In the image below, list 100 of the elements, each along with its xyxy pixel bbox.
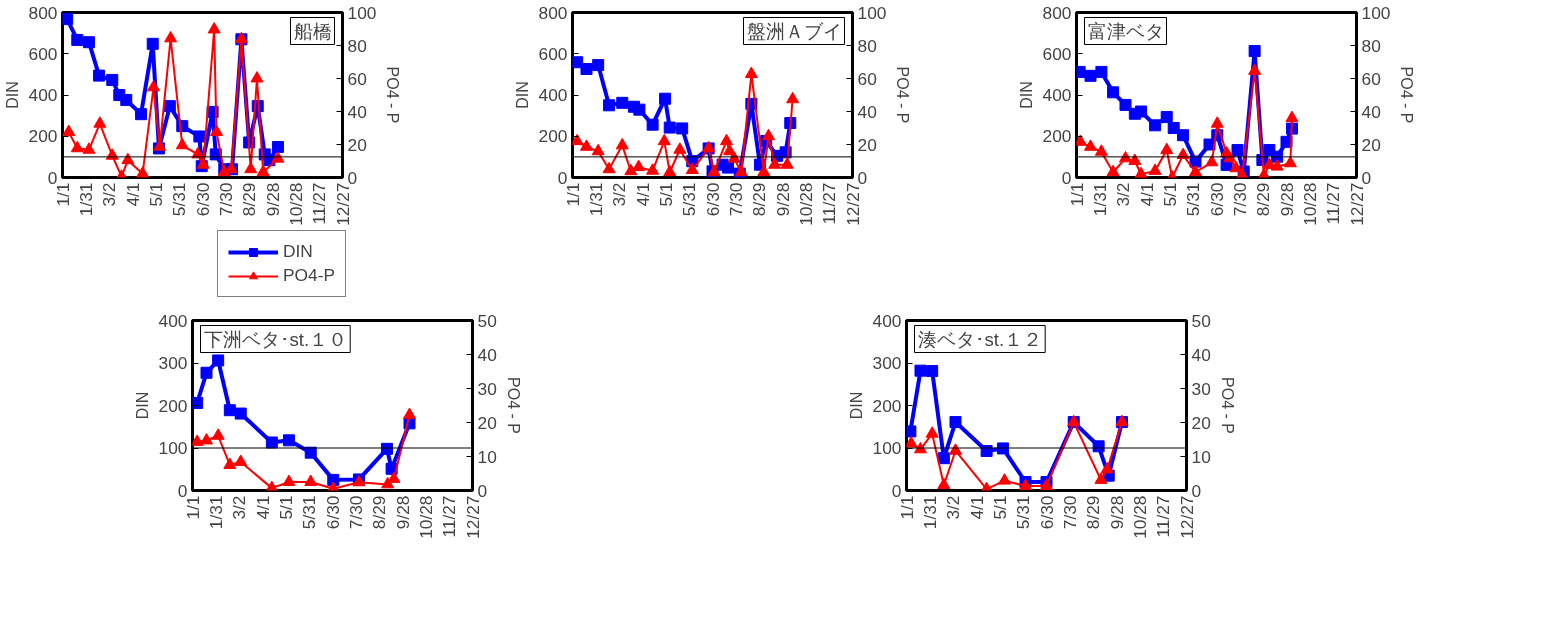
x-tick-label: 6/30 (1206, 182, 1227, 217)
y2-tick-label: 40 (477, 344, 497, 365)
y-tick-label: 300 (158, 353, 188, 373)
y-tick-label: 0 (557, 167, 568, 188)
y2-tick-label: 0 (857, 167, 868, 188)
legend-label: DIN (282, 241, 313, 262)
y-tick-label: 600 (538, 43, 568, 64)
x-tick-label: 3/2 (943, 495, 964, 520)
x-tick-label: 7/30 (215, 182, 236, 217)
y-tick-label: 200 (158, 395, 188, 416)
x-tick-label: 8/29 (1253, 182, 1274, 217)
y-tick-label: 800 (538, 2, 568, 23)
y-axis-title: DIN (513, 81, 531, 109)
x-tick-label: 5/1 (275, 495, 296, 520)
y-tick-label: 300 (872, 353, 902, 373)
y2-tick-label: 60 (857, 68, 877, 89)
y2-tick-label: 0 (477, 480, 488, 501)
x-tick-label: 10/28 (795, 182, 816, 226)
y-tick-label: 0 (177, 480, 188, 501)
x-tick-label: 9/28 (1106, 495, 1127, 530)
x-tick-label: 11/27 (1323, 182, 1344, 225)
y-axis-title: DIN (847, 391, 865, 420)
y-tick-label: 100 (872, 438, 902, 458)
chart-title: 下洲ベタ･st.１０ (203, 328, 348, 350)
x-tick-label: 9/28 (262, 182, 283, 217)
y2-tick-label: 20 (857, 134, 877, 155)
chart-title: 船橋 (293, 20, 332, 42)
x-tick-label: 10/28 (1299, 182, 1320, 226)
x-tick-label: 5/1 (655, 182, 676, 207)
y-tick-label: 0 (47, 167, 58, 188)
x-tick-label: 10/28 (285, 182, 306, 226)
chart-title: 富津ベタ (1087, 20, 1164, 42)
x-tick-label: 9/28 (1276, 182, 1297, 217)
y2-tick-label: 80 (857, 35, 877, 56)
y-tick-label: 600 (1042, 43, 1072, 64)
x-tick-label: 11/27 (819, 182, 840, 225)
y2-tick-label: 20 (1191, 412, 1211, 433)
y-tick-label: 400 (872, 310, 902, 331)
y2-tick-label: 40 (1191, 344, 1211, 365)
y-axis-title: DIN (133, 391, 151, 420)
y-tick-label: 800 (1042, 2, 1072, 23)
x-tick-label: 6/30 (1036, 495, 1057, 530)
x-tick-label: 11/27 (1153, 495, 1174, 538)
y-tick-label: 400 (158, 310, 188, 331)
x-tick-label: 7/30 (725, 182, 746, 217)
x-tick-label: 5/1 (1159, 182, 1180, 207)
x-tick-label: 4/1 (122, 182, 143, 207)
y2-axis-title: PO4 - P (1398, 66, 1416, 124)
y-tick-label: 600 (28, 43, 58, 64)
x-tick-label: 5/31 (1183, 182, 1204, 217)
y2-tick-label: 0 (347, 167, 358, 188)
x-tick-label: 1/31 (75, 182, 96, 217)
x-tick-label: 9/28 (392, 495, 413, 530)
y2-tick-label: 0 (1191, 480, 1202, 501)
y2-tick-label: 40 (347, 101, 367, 122)
y2-tick-label: 50 (1191, 310, 1211, 331)
y2-tick-label: 40 (857, 101, 877, 122)
x-tick-label: 5/1 (145, 182, 166, 207)
x-tick-label: 5/31 (679, 182, 700, 217)
y2-tick-label: 80 (347, 35, 367, 56)
x-tick-label: 5/31 (169, 182, 190, 217)
y-tick-label: 200 (28, 126, 58, 147)
y2-axis-title: PO4 - P (504, 377, 522, 434)
y2-tick-label: 10 (477, 446, 497, 467)
x-tick-label: 7/30 (1229, 182, 1250, 217)
x-tick-label: 1/31 (1089, 182, 1110, 217)
x-tick-label: 10/28 (1129, 495, 1150, 539)
x-tick-label: 5/31 (299, 495, 320, 530)
x-tick-label: 4/1 (1136, 182, 1157, 207)
y2-axis-title: PO4 - P (384, 66, 402, 124)
x-tick-label: 9/28 (772, 182, 793, 217)
y2-tick-label: 20 (347, 134, 367, 155)
x-tick-label: 3/2 (1113, 182, 1134, 207)
x-tick-label: 7/30 (345, 495, 366, 530)
x-tick-label: 8/29 (749, 182, 770, 217)
y2-tick-label: 30 (1191, 378, 1211, 399)
y2-tick-label: 100 (857, 2, 887, 23)
x-tick-label: 1/31 (585, 182, 606, 217)
x-tick-label: 6/30 (192, 182, 213, 217)
x-tick-label: 5/31 (1013, 495, 1034, 530)
y-axis-title: DIN (3, 81, 21, 109)
y2-tick-label: 40 (1361, 101, 1381, 122)
y2-tick-label: 10 (1191, 446, 1211, 467)
y2-tick-label: 30 (477, 378, 497, 399)
y2-tick-label: 60 (1361, 68, 1381, 89)
y2-tick-label: 20 (477, 412, 497, 433)
x-tick-label: 7/30 (1059, 495, 1080, 530)
x-tick-label: 3/2 (609, 182, 630, 207)
y2-tick-label: 60 (347, 68, 367, 89)
x-tick-label: 11/27 (309, 182, 330, 225)
y-tick-label: 200 (1042, 126, 1072, 147)
chart-title: 湊ベタ･st.１２ (917, 328, 1043, 350)
y2-tick-label: 20 (1361, 134, 1381, 155)
y-tick-label: 400 (1042, 85, 1072, 105)
y2-tick-label: 0 (1361, 167, 1372, 188)
y-tick-label: 200 (872, 395, 902, 416)
y-tick-label: 400 (28, 85, 58, 105)
y2-tick-label: 100 (347, 2, 377, 23)
x-tick-label: 8/29 (369, 495, 390, 530)
y-tick-label: 200 (538, 126, 568, 147)
